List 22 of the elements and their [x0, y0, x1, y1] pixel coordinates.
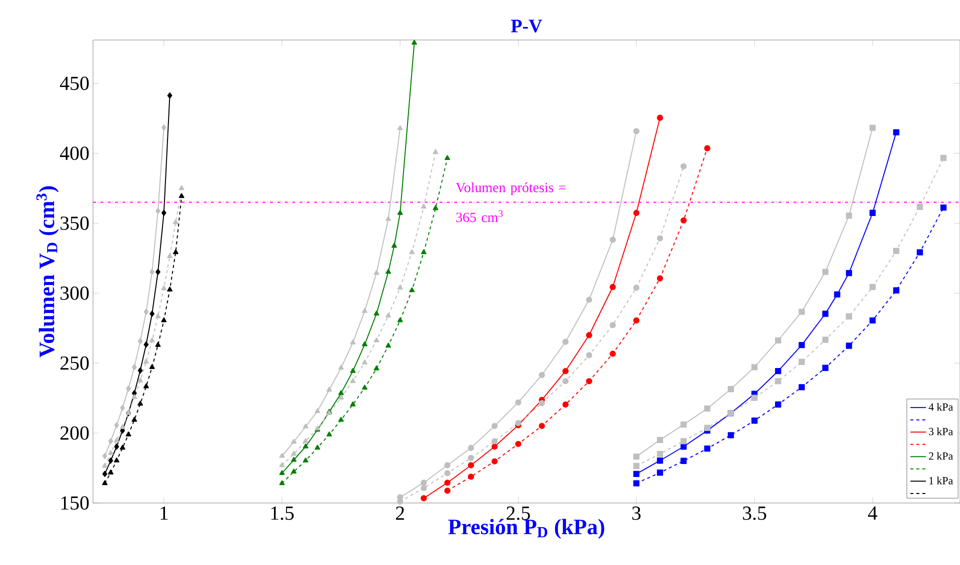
y-tick-label: 150 [61, 496, 89, 510]
x-tick-label: 1 [160, 506, 168, 520]
legend-label: 2 kPa [928, 452, 953, 460]
x-axis-title: Presión P$_{D}$ (kPa) [448, 518, 604, 539]
y-tick-label: 350 [60, 216, 89, 230]
x-tick-label: 4 [868, 506, 878, 520]
x-tick-label: 2.5 [506, 506, 530, 520]
y-axis-title: Volumen V$_{D}$ (cm$^{3}$) [36, 186, 59, 358]
legend-label: 4 kPa [928, 403, 953, 411]
chart-title: P-V [511, 20, 542, 32]
y-tick-label: 300 [60, 286, 89, 300]
y-tick-label: 400 [60, 146, 89, 160]
y-tick-label: 250 [60, 356, 89, 370]
y-tick-label: 450 [60, 76, 89, 90]
x-tick-label: 3.5 [742, 506, 766, 520]
legend-label: 1 kPa [929, 476, 953, 484]
x-tick-label: 3 [632, 506, 641, 520]
x-tick-label: 1.5 [271, 506, 294, 520]
text: Volumen prótesis = 365 cm$^{3}$ [456, 182, 566, 222]
x-tick-label: 2 [396, 506, 404, 520]
legend-label: 3 kPa [928, 428, 953, 436]
y-tick-label: 200 [60, 426, 89, 440]
